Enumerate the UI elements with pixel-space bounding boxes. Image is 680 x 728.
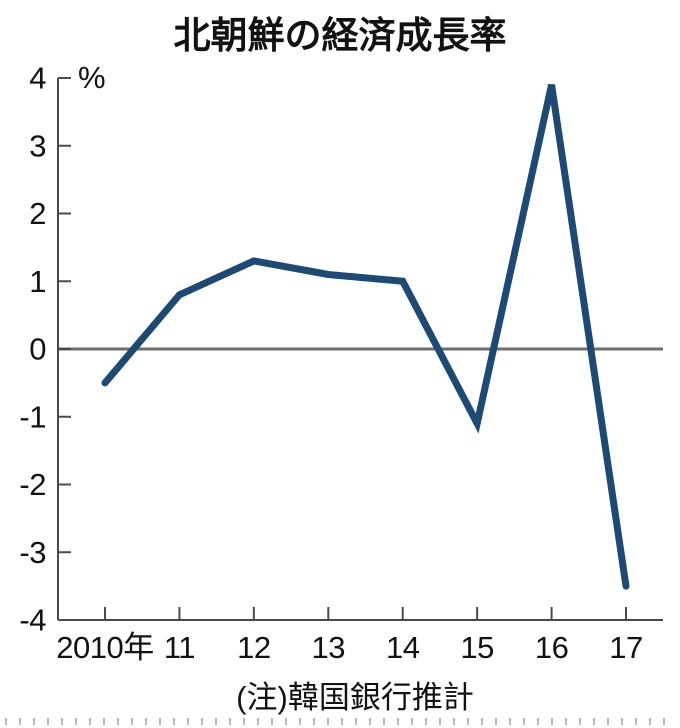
x-tick-label: 13 — [312, 630, 345, 665]
x-tick-label: 15 — [460, 630, 493, 665]
y-tick-label: 1 — [29, 264, 46, 299]
y-tick-label: -4 — [19, 603, 46, 638]
perforation-border — [5, 718, 675, 725]
x-tick-label: 17 — [609, 630, 642, 665]
y-tick-label: -1 — [19, 399, 46, 434]
y-tick-label: -2 — [19, 467, 46, 502]
y-tick-label: 2 — [29, 196, 46, 231]
source-note: (注)韓国銀行推計 — [236, 680, 474, 715]
x-tick-label: 12 — [237, 630, 270, 665]
x-tick-label: 2010年 — [56, 630, 153, 665]
y-tick-label: 0 — [29, 332, 46, 367]
y-tick-label: 4 — [29, 61, 46, 96]
series-line — [101, 84, 630, 590]
y-tick-label: -3 — [19, 535, 46, 570]
x-tick-label: 16 — [535, 630, 568, 665]
x-tick-label: 11 — [164, 630, 195, 665]
unit-label: % — [78, 60, 105, 95]
chart-title: 北朝鮮の経済成長率 — [173, 15, 507, 56]
x-tick-label: 14 — [386, 630, 420, 665]
y-tick-label: 3 — [29, 128, 46, 163]
